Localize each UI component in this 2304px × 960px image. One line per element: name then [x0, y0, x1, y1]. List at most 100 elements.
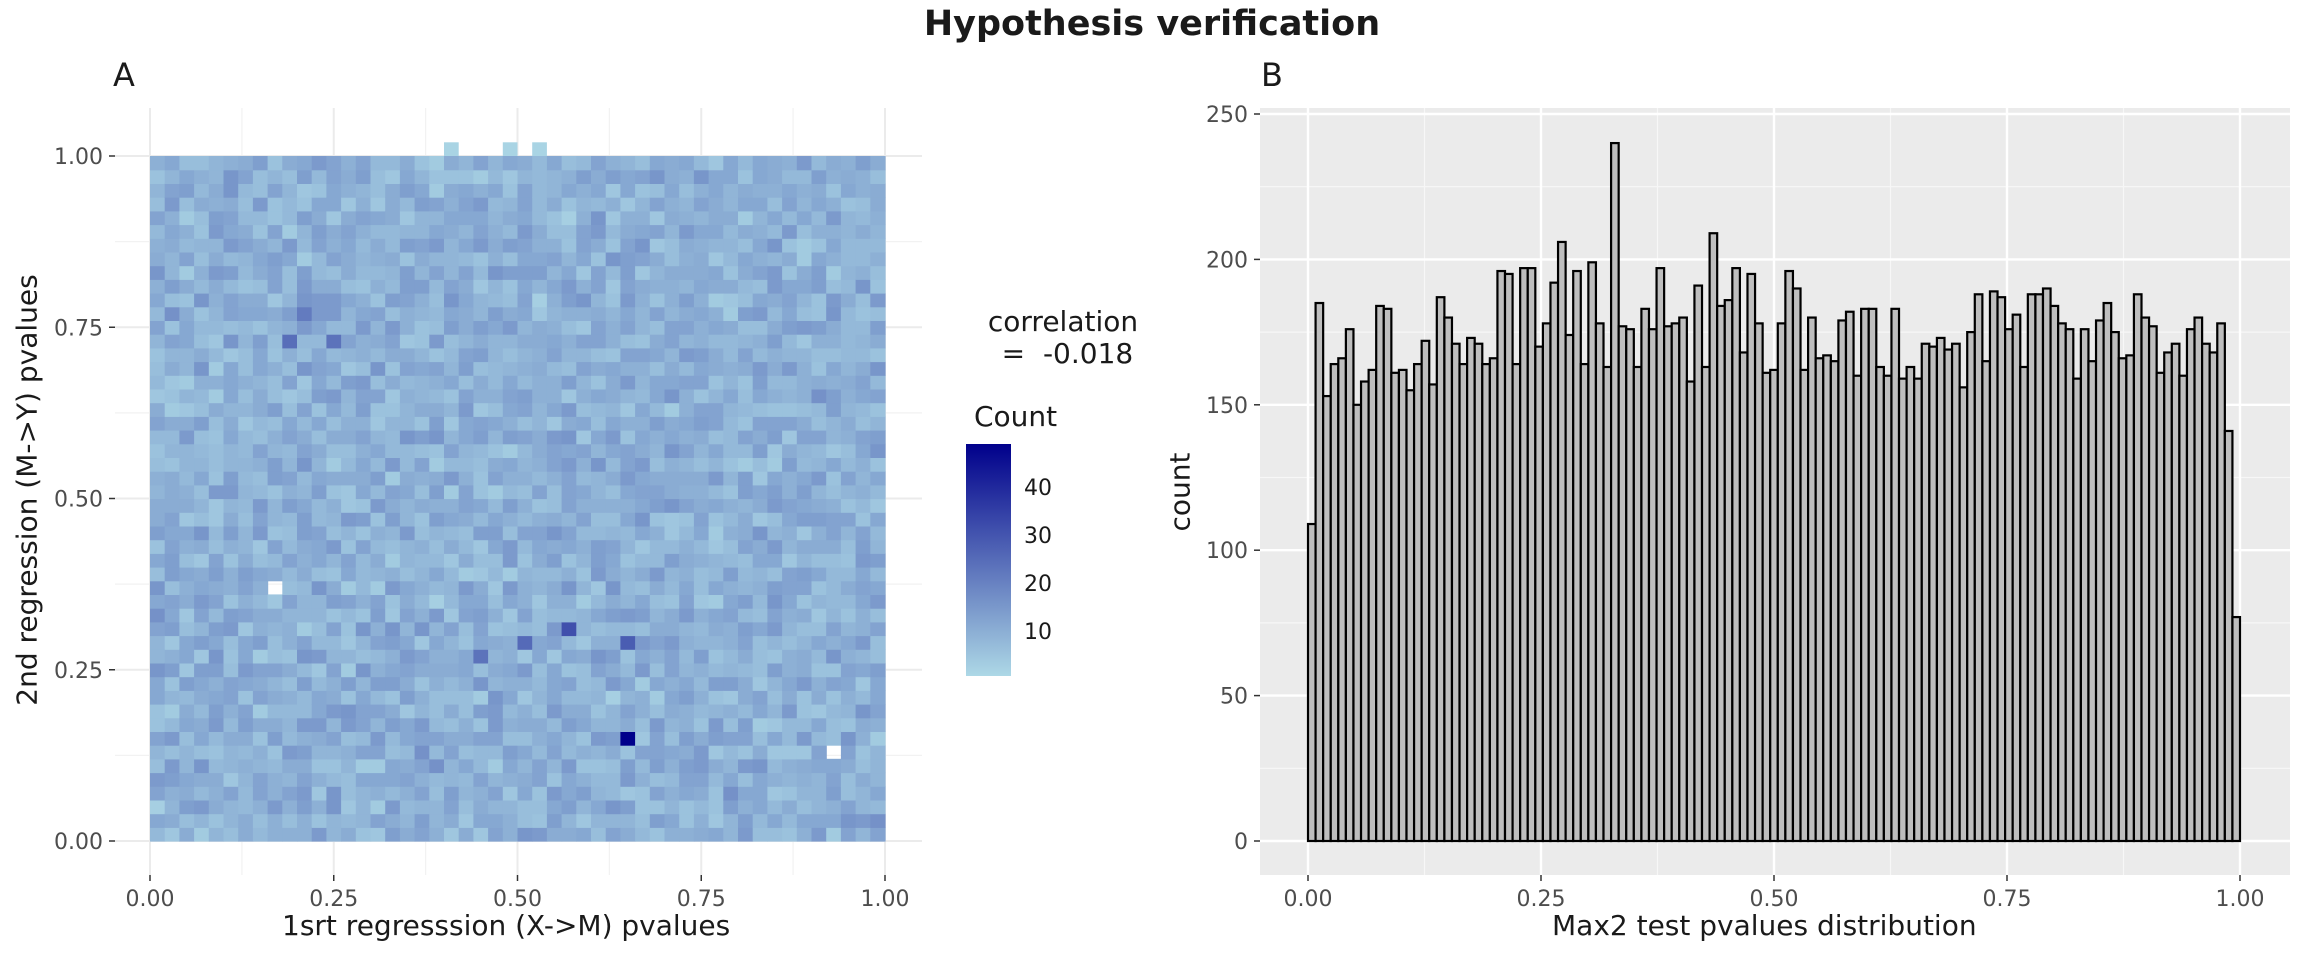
heatmap-cell	[840, 772, 857, 787]
heatmap-cell	[370, 224, 386, 239]
heatmap-cell	[297, 649, 313, 664]
heatmap-cell	[664, 799, 680, 815]
heatmap-cell	[179, 786, 195, 801]
heatmap-cell	[326, 813, 342, 828]
heatmap-cell	[341, 347, 357, 363]
heatmap-cell	[341, 402, 357, 417]
heatmap-cell	[252, 676, 269, 691]
heatmap-cell	[326, 210, 342, 226]
heatmap-cell	[767, 183, 783, 198]
heatmap-cell	[473, 484, 489, 500]
heatmap-cell	[664, 156, 680, 171]
heatmap-cell	[444, 621, 460, 637]
heatmap-cell	[620, 498, 636, 513]
heatmap-cell	[399, 251, 416, 267]
heatmap-cell	[664, 580, 680, 595]
heatmap-cell	[811, 704, 827, 719]
heatmap-cell	[723, 717, 739, 732]
heatmap-cell	[488, 635, 504, 650]
heatmap-cell	[517, 731, 533, 746]
histogram-bar	[1746, 272, 1757, 843]
heatmap-cell	[208, 183, 225, 198]
heatmap-cell	[576, 293, 592, 308]
histogram-bar	[1443, 316, 1454, 843]
heatmap-cell	[341, 306, 357, 321]
heatmap-cell	[267, 484, 283, 500]
heatmap-cell	[164, 676, 180, 691]
heatmap-cell	[517, 265, 533, 280]
heatmap-cell	[458, 430, 474, 445]
heatmap-cell	[591, 306, 607, 321]
heatmap-cell	[458, 238, 474, 253]
histogram-bar	[2223, 429, 2234, 843]
heatmap-cell	[855, 745, 871, 760]
heatmap-cell	[238, 430, 254, 445]
heatmap-cell	[546, 512, 563, 527]
heatmap-cell	[546, 731, 563, 746]
histogram-bar	[1996, 296, 2007, 843]
heatmap-cell	[179, 731, 195, 746]
heatmap-cell	[649, 169, 666, 184]
heatmap-cell	[605, 772, 621, 787]
heatmap-cell	[796, 553, 813, 568]
heatmap-cell	[252, 471, 269, 486]
heatmap-cell	[855, 704, 871, 719]
heatmap-cell	[429, 224, 445, 239]
heatmap-cell	[738, 156, 754, 171]
heatmap-cell	[532, 567, 548, 582]
heatmap-cell	[546, 649, 563, 664]
heatmap-cell	[738, 512, 754, 527]
heatmap-cell	[796, 402, 813, 417]
histogram-bar	[1503, 272, 1514, 843]
heatmap-cell	[708, 498, 724, 513]
heatmap-cell	[282, 690, 298, 705]
figure-title: Hypothesis verification	[923, 4, 1381, 44]
heatmap-cell	[635, 388, 651, 404]
heatmap-cell	[150, 813, 166, 828]
heatmap-cell	[782, 471, 798, 486]
heatmap-cell	[150, 758, 166, 774]
heatmap-cell	[576, 690, 592, 705]
heatmap-cell	[826, 553, 842, 568]
heatmap-cell	[444, 183, 460, 198]
heatmap-cell	[414, 690, 430, 705]
heatmap-cell	[782, 580, 798, 595]
heatmap-cell	[399, 471, 416, 486]
heatmap-cell	[194, 416, 210, 431]
heatmap-cell	[693, 334, 710, 349]
heatmap-cell	[355, 745, 372, 760]
histogram-bar	[1344, 328, 1355, 843]
heatmap-cell	[341, 251, 357, 267]
heatmap-cell	[576, 594, 592, 609]
heatmap-cell	[532, 608, 548, 623]
heatmap-cell	[223, 169, 239, 184]
heatmap-cell	[826, 539, 842, 554]
heatmap-cell	[693, 662, 710, 678]
heatmap-cell	[591, 402, 607, 417]
heatmap-cell	[693, 156, 710, 171]
heatmap-cell	[164, 334, 180, 349]
histogram-bar	[1526, 267, 1537, 843]
heatmap-cell	[532, 512, 548, 527]
heatmap-cell	[826, 430, 842, 445]
heatmap-cell	[399, 690, 416, 705]
heatmap-cell	[620, 635, 636, 650]
heatmap-cell	[150, 471, 166, 486]
heatmap-cell	[252, 649, 269, 664]
heatmap-cell	[341, 388, 357, 404]
heatmap-cell	[399, 183, 416, 198]
heatmap-cell	[576, 210, 592, 226]
heatmap-cell	[194, 539, 210, 554]
heatmap-cell	[840, 745, 857, 760]
heatmap-cell	[532, 553, 548, 568]
heatmap-cell	[738, 498, 754, 513]
heatmap-cell	[620, 320, 636, 335]
heatmap-cell	[399, 156, 416, 171]
heatmap-cell	[223, 608, 239, 623]
heatmap-cell	[150, 498, 166, 513]
heatmap-cell	[620, 512, 636, 527]
heatmap-cell	[297, 388, 313, 404]
heatmap-cell	[238, 525, 254, 541]
heatmap-cell	[238, 567, 254, 582]
